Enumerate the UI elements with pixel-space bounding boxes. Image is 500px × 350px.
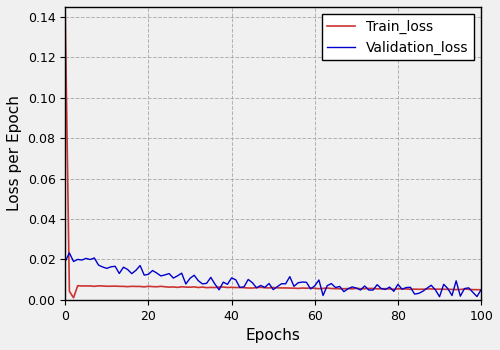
Train_loss [70,296,76,300]
Train_loss [170,285,176,289]
Validation_loss [436,295,442,299]
X-axis label: Epochs: Epochs [246,328,300,343]
Validation_loss [358,288,364,292]
Train_loss [378,287,384,291]
Validation_loss [258,284,264,288]
Train_loss [96,284,102,288]
Validation_loss [66,251,72,255]
Y-axis label: Loss per Epoch: Loss per Epoch [7,96,22,211]
Train_loss [62,13,68,17]
Validation_loss [378,287,384,291]
Validation_loss [316,278,322,282]
Train_loss [258,285,264,289]
Train_loss [358,287,364,291]
Line: Validation_loss: Validation_loss [65,253,481,297]
Line: Train_loss: Train_loss [65,15,481,298]
Validation_loss [478,288,484,292]
Legend: Train_loss, Validation_loss: Train_loss, Validation_loss [322,14,474,60]
Validation_loss [62,259,68,264]
Train_loss [316,287,322,291]
Validation_loss [96,263,102,267]
Validation_loss [170,276,176,280]
Train_loss [478,288,484,292]
